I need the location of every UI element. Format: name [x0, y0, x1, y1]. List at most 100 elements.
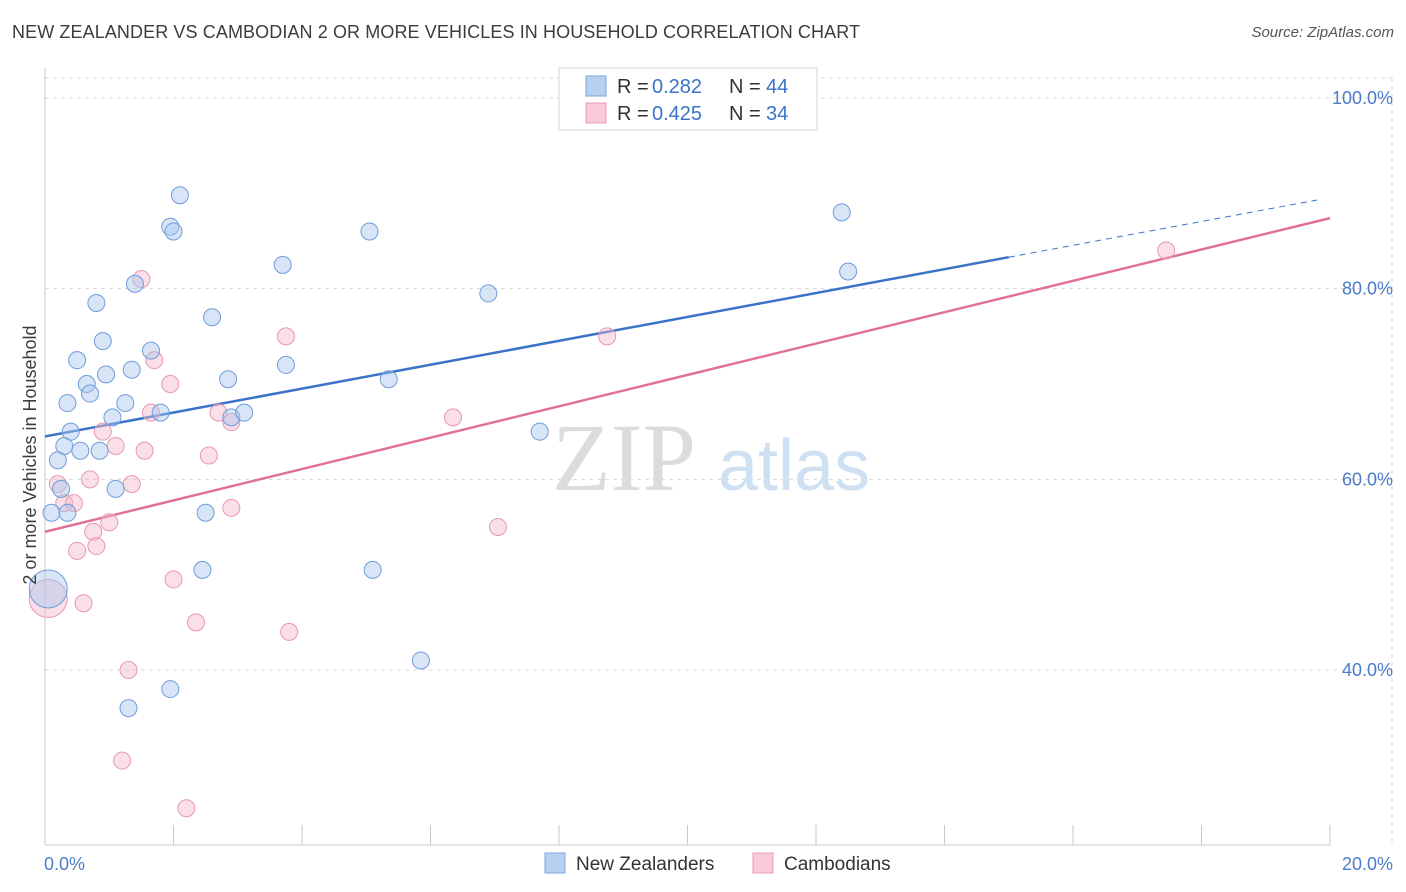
point-new-zealanders	[142, 341, 161, 360]
point-new-zealanders	[122, 360, 141, 379]
point-cambodians	[280, 622, 299, 641]
point-cambodians	[135, 441, 154, 460]
watermark: ZIP atlas	[552, 404, 870, 511]
point-new-zealanders	[90, 441, 109, 460]
point-new-zealanders	[170, 186, 189, 205]
source-label: Source: ZipAtlas.com	[1251, 24, 1394, 41]
legend-r-label-1: R =	[617, 76, 649, 98]
point-cambodians	[55, 494, 74, 513]
point-new-zealanders	[273, 255, 292, 274]
point-new-zealanders	[87, 293, 106, 312]
point-cambodians	[132, 270, 151, 289]
point-cambodians	[28, 579, 68, 618]
point-new-zealanders	[479, 284, 498, 303]
point-new-zealanders	[42, 503, 61, 522]
trend-lines	[44, 199, 1331, 533]
legend: R = 0.282 N = 44 R = 0.425 N = 34	[558, 67, 818, 131]
y-tick-label: 100.0%	[1332, 88, 1393, 108]
point-new-zealanders	[93, 332, 112, 351]
point-new-zealanders	[77, 375, 96, 393]
point-new-zealanders	[235, 403, 254, 422]
point-new-zealanders	[379, 370, 398, 389]
legend-r-value-2: 0.425	[652, 103, 702, 125]
legend-n-value-1: 44	[766, 76, 788, 98]
point-cambodians	[222, 413, 241, 432]
point-new-zealanders	[58, 503, 77, 522]
legend-n-label-1: N =	[729, 76, 761, 98]
point-cambodians	[106, 436, 125, 455]
watermark-atlas: atlas	[718, 426, 870, 506]
legend-swatch-pink	[585, 102, 607, 124]
point-cambodians	[122, 475, 141, 494]
point-cambodians	[48, 475, 67, 494]
point-new-zealanders	[58, 394, 77, 413]
y-tick-label: 80.0%	[1342, 279, 1393, 299]
point-cambodians	[276, 327, 295, 346]
point-new-zealanders	[97, 365, 116, 384]
tick-labels: 40.0% 60.0% 80.0% 100.0% 0.0% 20.0%	[44, 88, 1393, 874]
point-new-zealanders	[161, 217, 180, 236]
point-cambodians	[488, 518, 507, 536]
trend-line-new-zealanders-extension	[1008, 199, 1318, 258]
point-cambodians	[74, 594, 93, 613]
bottom-legend-label-new-zealanders: New Zealanders	[576, 854, 714, 875]
point-cambodians	[87, 537, 106, 556]
point-new-zealanders	[119, 699, 138, 718]
point-new-zealanders	[103, 408, 122, 427]
point-cambodians	[177, 799, 196, 818]
y-tick-label: 60.0%	[1342, 469, 1393, 489]
bottom-legend: New Zealanders Cambodians	[544, 852, 891, 875]
point-cambodians	[68, 541, 87, 560]
point-cambodians	[145, 351, 164, 370]
point-cambodians	[113, 751, 132, 770]
point-new-zealanders	[530, 422, 549, 441]
point-cambodians	[84, 522, 103, 541]
point-new-zealanders	[363, 560, 382, 579]
chart-title: NEW ZEALANDER VS CAMBODIAN 2 OR MORE VEH…	[12, 22, 861, 42]
point-new-zealanders	[219, 370, 238, 389]
point-cambodians	[1157, 241, 1176, 260]
point-new-zealanders	[411, 651, 430, 670]
point-cambodians	[64, 494, 83, 513]
point-new-zealanders	[839, 262, 858, 281]
legend-n-label-2: N =	[729, 103, 761, 125]
bottom-legend-swatch-blue	[544, 852, 566, 874]
trend-line-cambodians	[44, 216, 1331, 533]
point-cambodians	[222, 498, 241, 517]
point-cambodians	[164, 570, 183, 589]
point-cambodians	[199, 446, 218, 465]
watermark-zip: ZIP	[552, 404, 696, 511]
point-new-zealanders	[164, 222, 183, 241]
point-cambodians	[142, 403, 161, 422]
point-new-zealanders	[125, 274, 144, 293]
y-axis-label: 2 or more Vehicles in Household	[20, 325, 40, 584]
point-new-zealanders	[116, 394, 135, 413]
y-tick-label: 40.0%	[1342, 660, 1393, 680]
point-new-zealanders	[151, 403, 170, 422]
axes	[44, 68, 1331, 846]
legend-n-value-2: 34	[766, 103, 788, 125]
x-tick-label: 20.0%	[1342, 854, 1393, 874]
point-new-zealanders	[832, 203, 851, 222]
point-new-zealanders	[196, 503, 215, 522]
point-new-zealanders	[61, 422, 80, 441]
x-tick-label: 0.0%	[44, 854, 85, 874]
trend-line-new-zealanders	[44, 255, 1009, 438]
point-new-zealanders	[28, 569, 68, 609]
data-points	[28, 186, 1176, 818]
legend-swatch-blue	[585, 75, 607, 97]
point-new-zealanders	[360, 222, 379, 241]
bottom-legend-label-cambodians: Cambodians	[784, 854, 891, 875]
point-new-zealanders	[52, 479, 71, 498]
point-cambodians	[80, 470, 99, 489]
point-cambodians	[161, 375, 180, 393]
point-cambodians	[598, 327, 617, 346]
bottom-legend-swatch-pink	[752, 852, 774, 874]
point-cambodians	[119, 661, 138, 679]
point-new-zealanders	[106, 479, 125, 498]
point-cambodians	[443, 408, 462, 427]
legend-r-value-1: 0.282	[652, 76, 702, 98]
point-cambodians	[186, 613, 205, 632]
legend-r-label-2: R =	[617, 103, 649, 125]
